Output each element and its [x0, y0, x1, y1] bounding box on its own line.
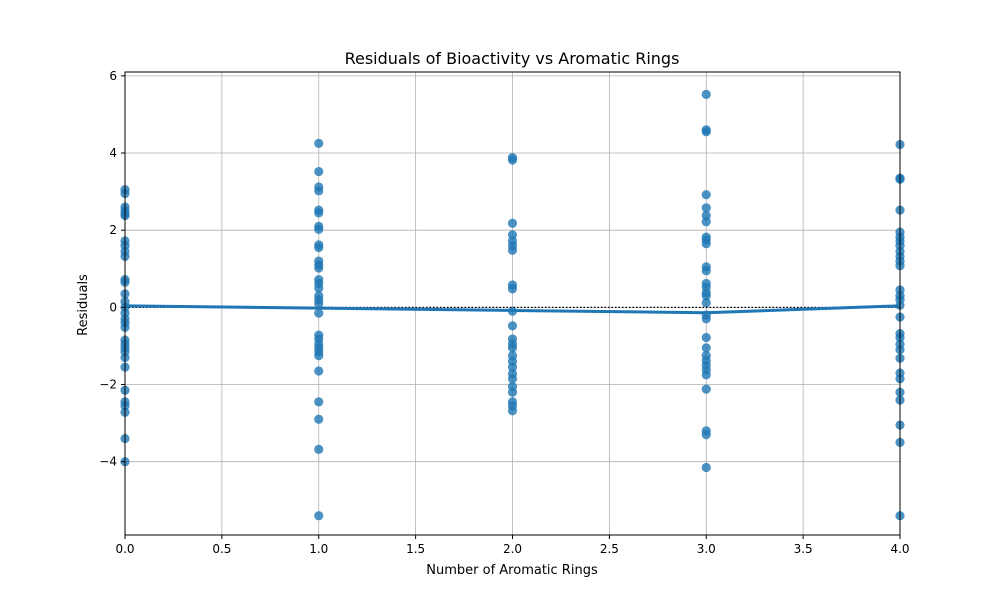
x-tick-label: 1.0: [309, 542, 328, 556]
y-tick-label: 2: [109, 223, 117, 237]
grid: [124, 72, 901, 535]
data-point: [507, 321, 518, 331]
data-point: [701, 89, 711, 99]
y-tick-label: 4: [109, 146, 117, 160]
data-point: [314, 308, 324, 318]
data-point: [314, 350, 324, 361]
data-point: [507, 406, 518, 416]
data-point: [314, 298, 324, 309]
x-tick-label: 0.0: [115, 542, 134, 556]
data-point: [701, 314, 711, 324]
data-point: [314, 397, 324, 407]
y-tick-label: 0: [109, 300, 117, 314]
x-tick-label: 2.0: [503, 542, 522, 556]
data-point: [507, 362, 518, 372]
data-point: [701, 217, 711, 227]
data-point: [314, 414, 324, 424]
data-point: [507, 155, 518, 165]
data-point: [701, 239, 711, 249]
x-tick-label: 3.0: [697, 542, 716, 556]
data-point: [314, 242, 324, 253]
chart-title: Residuals of Bioactivity vs Aromatic Rin…: [345, 49, 680, 68]
x-tick-label: 0.5: [212, 542, 231, 556]
data-point: [701, 343, 711, 353]
y-tick-label: −2: [99, 378, 117, 392]
data-point: [314, 511, 324, 521]
x-axis-label: Number of Aromatic Rings: [426, 563, 598, 578]
data-point: [314, 186, 324, 196]
data-point: [507, 218, 518, 228]
data-point: [314, 166, 324, 177]
x-tick-label: 3.5: [794, 542, 813, 556]
data-point: [314, 208, 324, 218]
data-point: [507, 374, 518, 384]
data-point: [701, 127, 711, 137]
y-tick-label: 6: [109, 69, 117, 83]
data-point: [701, 462, 711, 473]
data-point: [507, 387, 518, 397]
axes: 0.0 0.5 1.0 1.5 2.0 2.5 3.0 3.5 4.0 −4 −2 0 2 4 6: [99, 69, 909, 556]
data-point: [701, 190, 711, 200]
y-tick-label: −4: [99, 455, 117, 469]
data-point: [701, 298, 711, 308]
data-point: [507, 245, 518, 255]
y-axis-label: Residuals: [76, 274, 91, 336]
data-point: [701, 203, 711, 213]
data-point: [507, 284, 518, 294]
data-point: [314, 224, 324, 235]
data-point: [701, 384, 711, 394]
data-point: [507, 343, 518, 353]
x-tick-label: 2.5: [600, 542, 619, 556]
data-point: [701, 266, 711, 276]
data-point: [314, 283, 324, 293]
fit-line: [124, 304, 901, 315]
x-tick-label: 4.0: [890, 542, 909, 556]
data-point: [314, 263, 324, 273]
data-point: [701, 370, 711, 380]
data-point: [314, 138, 324, 148]
data-point: [701, 291, 711, 301]
data-point: [314, 366, 324, 376]
data-point: [314, 444, 324, 454]
data-point: [701, 332, 711, 343]
plot-area: [120, 89, 905, 521]
data-point: [701, 430, 711, 440]
x-tick-label: 1.5: [406, 542, 425, 556]
